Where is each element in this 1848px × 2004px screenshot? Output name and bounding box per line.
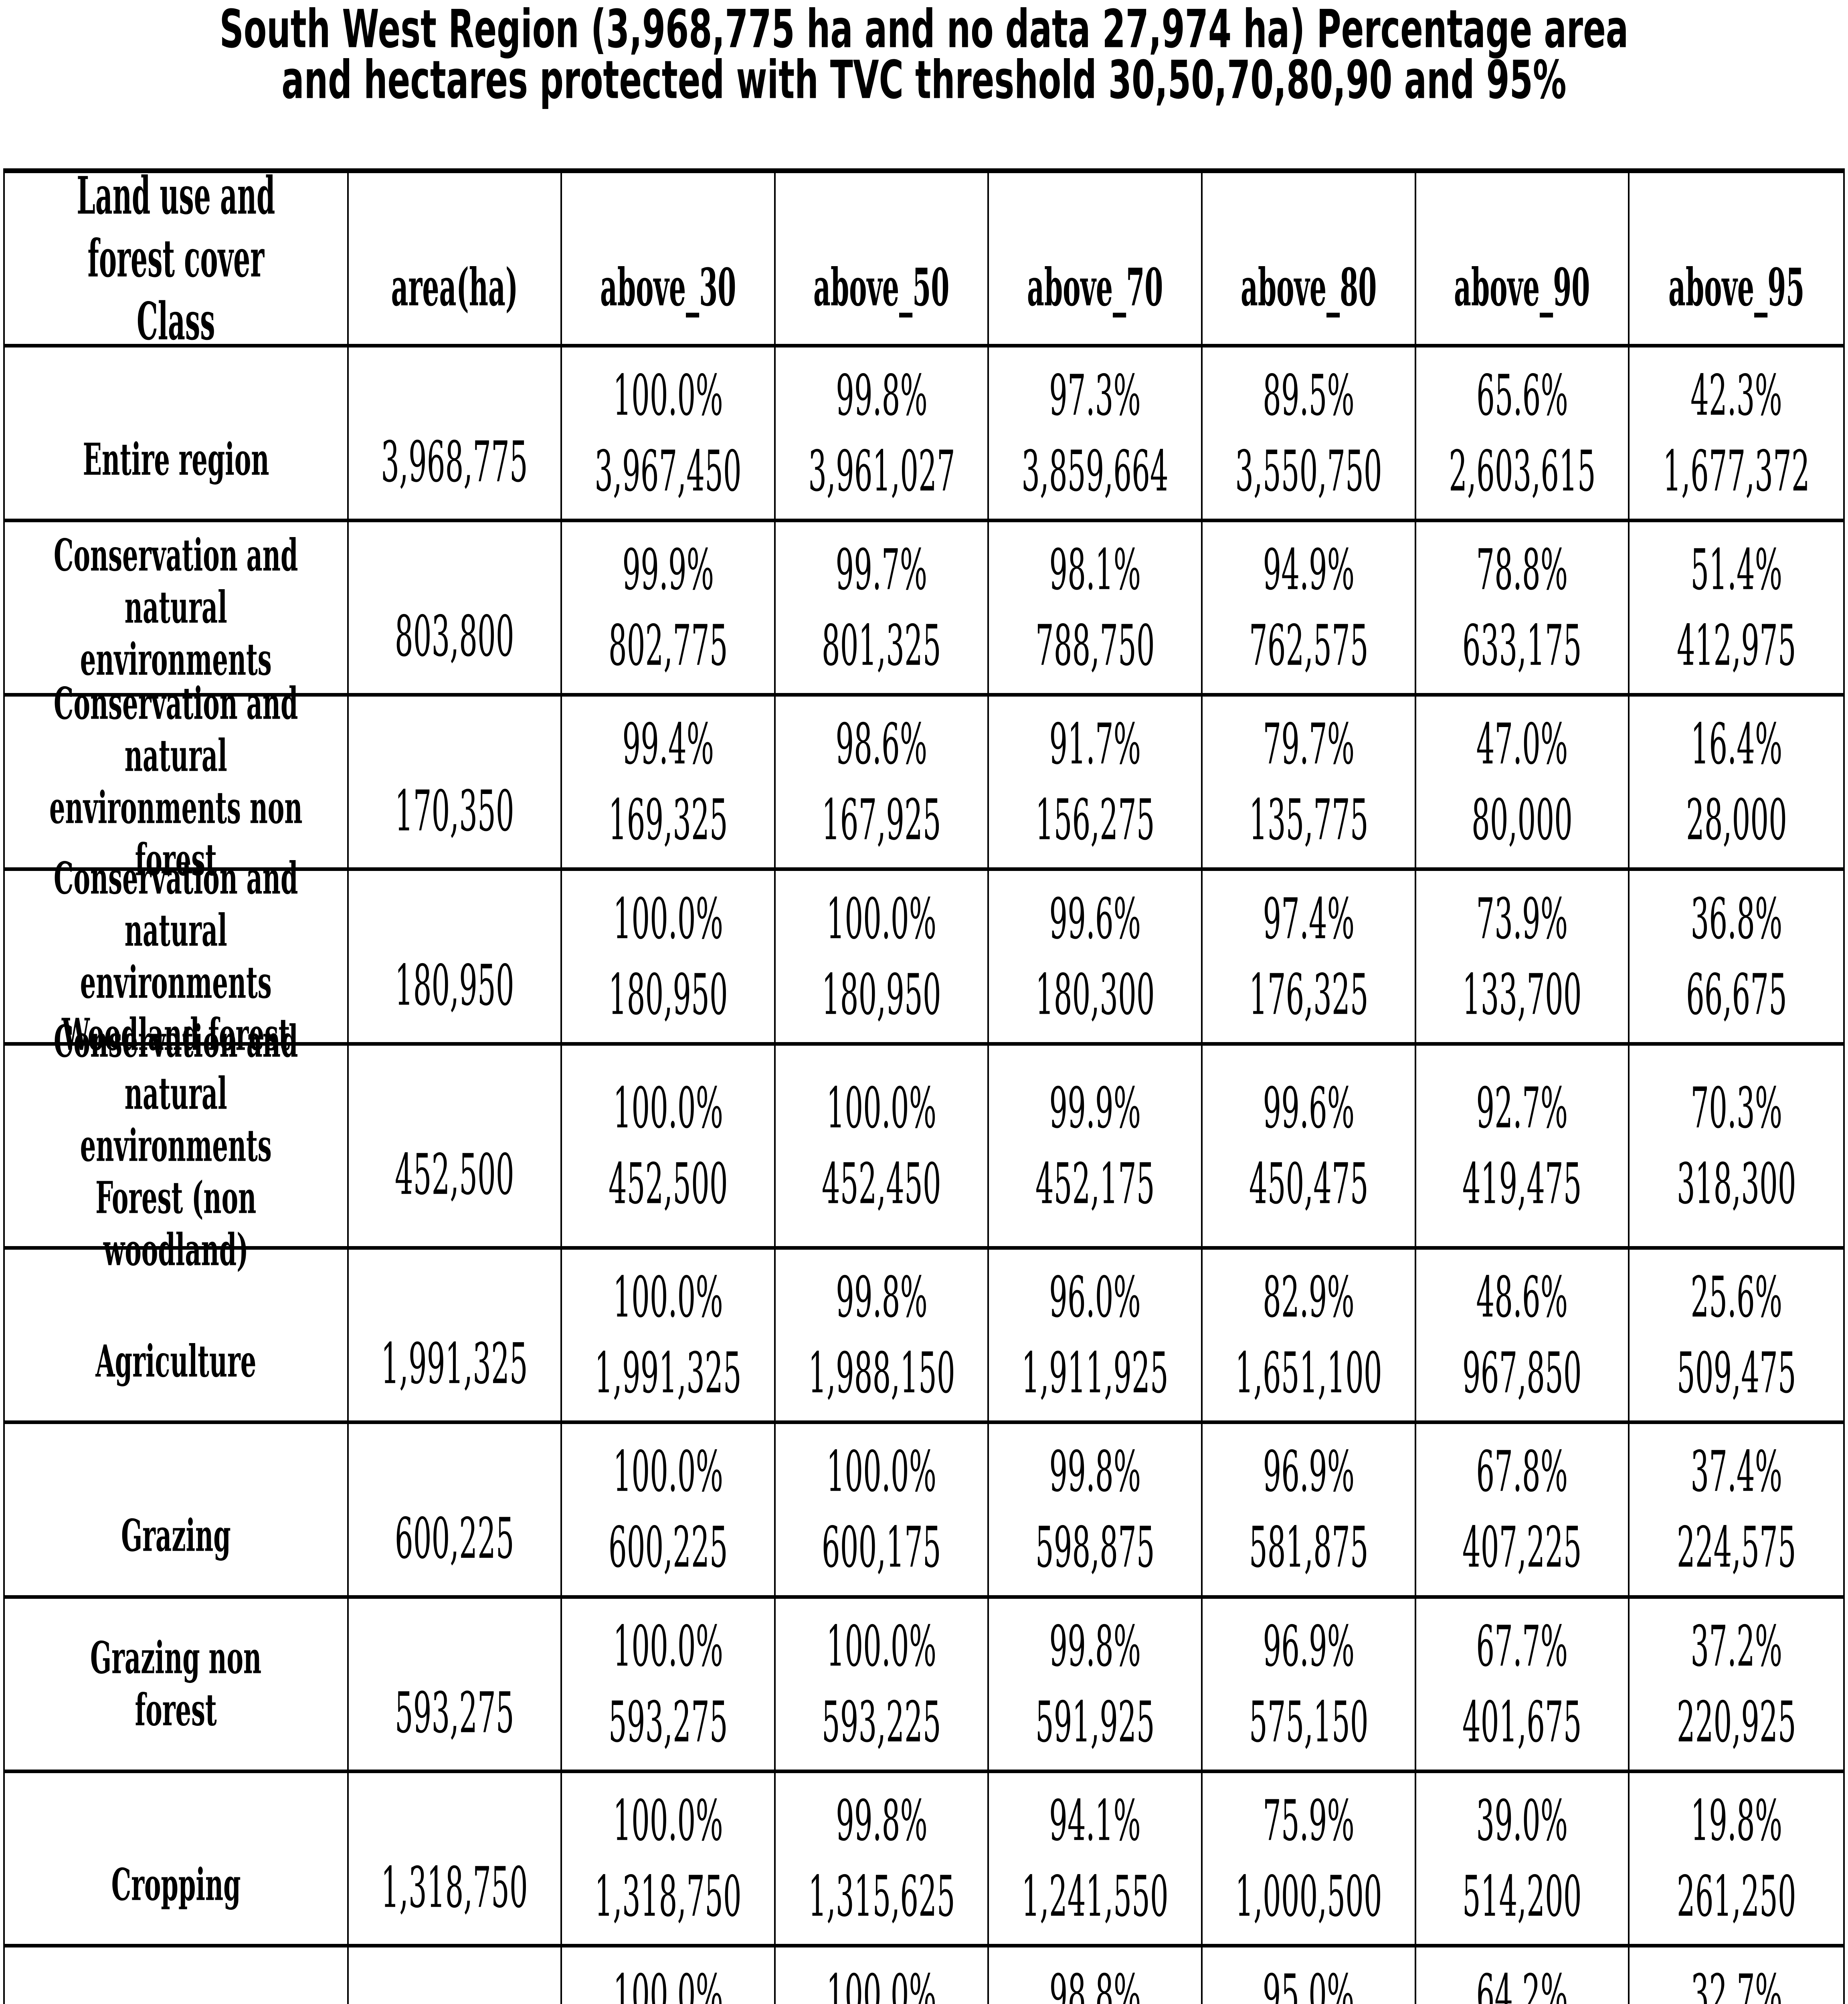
cell-above-70: 91.7% 156,275 — [989, 697, 1203, 871]
cell-above-70: 96.0% 1,911,925 — [989, 1249, 1203, 1424]
cell-above-80: 96.9% 581,875 — [1203, 1424, 1416, 1599]
cell-above-30: 100.0% 600,225 — [562, 1424, 776, 1599]
row-label: Entire region — [5, 347, 349, 522]
cell-above-30: 100.0% 72,250 — [562, 1947, 776, 2004]
cell-above-30: 99.9% 802,775 — [562, 522, 776, 697]
cell-above-95: 36.8% 66,675 — [1630, 871, 1843, 1046]
cell-above-70: 99.8% 591,925 — [989, 1598, 1203, 1773]
cell-above-80: 79.7% 135,775 — [1203, 697, 1416, 871]
row-label: Agriculture — [5, 1249, 349, 1424]
cell-above-90: 78.8% 633,175 — [1416, 522, 1630, 697]
cell-above-70: 94.1% 1,241,550 — [989, 1773, 1203, 1948]
cell-above-95: 42.3% 1,677,372 — [1630, 347, 1843, 522]
cell-area: 180,950 — [348, 871, 562, 1046]
cell-area: 593,275 — [348, 1598, 562, 1773]
cell-above-90: 67.8% 407,225 — [1416, 1424, 1630, 1599]
cell-above-50: 100.0% 452,450 — [775, 1045, 989, 1250]
cell-above-50: 99.8% 3,961,027 — [775, 347, 989, 522]
cell-above-80: 99.6% 450,475 — [1203, 1045, 1416, 1250]
cell-above-90: 73.9% 133,700 — [1416, 871, 1630, 1046]
cell-above-50: 100.0% 180,950 — [775, 871, 989, 1046]
header-land-use-class: Land use and forest cover Class — [5, 166, 349, 352]
row-label: Conservation and natural environments no… — [5, 678, 349, 886]
cell-above-95: 51.4% 412,975 — [1630, 522, 1843, 697]
cell-above-50: 99.7% 801,325 — [775, 522, 989, 697]
cell-above-70: 99.9% 452,175 — [989, 1045, 1203, 1250]
cell-above-95: 16.4% 28,000 — [1630, 697, 1843, 871]
cell-above-70: 99.8% 598,875 — [989, 1424, 1203, 1599]
header-above-50: above_50 — [775, 173, 989, 348]
cell-area: 452,500 — [348, 1045, 562, 1250]
cell-above-95: 37.2% 220,925 — [1630, 1599, 1843, 1773]
cell-above-30: 100.0% 180,950 — [562, 871, 776, 1046]
cell-above-95: 25.6% 509,475 — [1630, 1250, 1843, 1424]
cell-above-30: 100.0% 1,991,325 — [562, 1249, 776, 1424]
cell-above-50: 100.0% 593,225 — [775, 1598, 989, 1773]
header-above-70: above_70 — [989, 173, 1203, 348]
cell-above-50: 99.8% 1,315,625 — [775, 1773, 989, 1948]
cell-above-80: 96.9% 575,150 — [1203, 1598, 1416, 1773]
header-above-95: above_95 — [1630, 173, 1843, 348]
cell-above-30: 100.0% 452,500 — [562, 1045, 776, 1250]
cell-above-90: 47.0% 80,000 — [1416, 697, 1630, 871]
page-title: South West Region (3,968,775 ha and no d… — [219, 0, 1629, 111]
cell-above-80: 94.9% 762,575 — [1203, 522, 1416, 697]
cell-above-95: 70.3% 318,300 — [1630, 1046, 1843, 1250]
row-label: Grazing non forest — [5, 1598, 349, 1773]
row-label: Grazing — [5, 1424, 349, 1599]
cell-above-70: 98.8% 71,400 — [989, 1947, 1203, 2004]
cell-above-50: 100.0% 72,250 — [776, 1947, 989, 2004]
cell-above-90: 67.7% 401,675 — [1416, 1598, 1630, 1773]
row-label: Conservation and natural environments Fo… — [5, 1016, 349, 1276]
cell-above-80: 95.0% 68,625 — [1203, 1947, 1416, 2004]
cell-above-80: 82.9% 1,651,100 — [1203, 1249, 1416, 1424]
cell-above-70: 99.6% 180,300 — [989, 871, 1203, 1046]
cell-area: 170,350 — [348, 697, 562, 871]
cell-above-90: 64.2% 46,350 — [1416, 1947, 1630, 2004]
cell-above-50: 99.8% 1,988,150 — [775, 1249, 989, 1424]
cell-area: 1,991,325 — [348, 1249, 562, 1424]
cell-above-90: 92.7% 419,475 — [1416, 1045, 1630, 1250]
header-above-90: above_90 — [1416, 173, 1630, 348]
cell-above-80: 75.9% 1,000,500 — [1203, 1773, 1416, 1948]
row-label: Irrigation — [5, 1947, 349, 2004]
cell-above-90: 65.6% 2,603,615 — [1416, 347, 1630, 522]
header-above-80: above_80 — [1203, 173, 1416, 348]
cell-above-95: 37.4% 224,575 — [1630, 1424, 1843, 1599]
cell-area: 72,250 — [349, 1947, 562, 2004]
cell-above-90: 48.6% 967,850 — [1416, 1249, 1630, 1424]
row-label: Conservation and natural environments — [5, 522, 349, 697]
header-area-ha: area(ha) — [348, 173, 562, 348]
cell-above-30: 99.4% 169,325 — [562, 697, 776, 871]
cell-area: 1,318,750 — [348, 1773, 562, 1948]
cell-above-30: 100.0% 1,318,750 — [562, 1773, 776, 1948]
cell-above-30: 100.0% 593,275 — [562, 1598, 776, 1773]
cell-area: 3,968,775 — [348, 347, 562, 522]
cell-above-80: 89.5% 3,550,750 — [1203, 347, 1416, 522]
row-label: Conservation and natural environments Wo… — [5, 853, 349, 1060]
cell-area: 600,225 — [348, 1424, 562, 1599]
cell-above-95: 19.8% 261,250 — [1630, 1773, 1843, 1948]
cell-above-50: 98.6% 167,925 — [775, 697, 989, 871]
land-use-table: Land use and forest cover Class area(ha)… — [3, 166, 1845, 2004]
cell-above-90: 39.0% 514,200 — [1416, 1773, 1630, 1948]
cell-above-30: 100.0% 3,967,450 — [562, 347, 776, 522]
cell-above-50: 100.0% 600,175 — [775, 1424, 989, 1599]
cell-above-95: 32.7% 23,625 — [1630, 1947, 1843, 2004]
cell-above-70: 98.1% 788,750 — [989, 522, 1203, 697]
row-label: Cropping — [5, 1773, 349, 1948]
header-above-30: above_30 — [562, 173, 776, 348]
cell-above-70: 97.3% 3,859,664 — [989, 347, 1203, 522]
cell-above-80: 97.4% 176,325 — [1203, 871, 1416, 1046]
cell-area: 803,800 — [348, 522, 562, 697]
